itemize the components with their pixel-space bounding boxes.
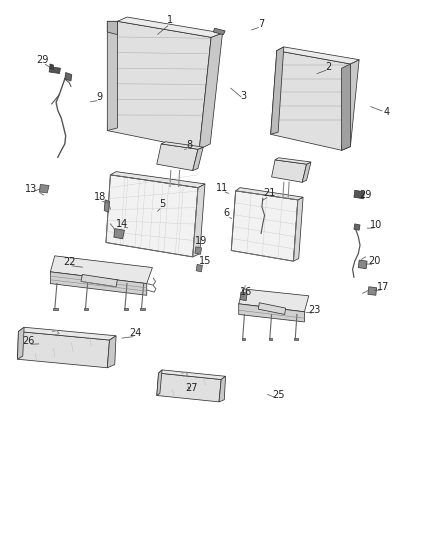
Text: 2: 2 <box>325 62 332 71</box>
Polygon shape <box>239 289 309 312</box>
Text: 27: 27 <box>186 383 198 393</box>
Polygon shape <box>107 21 117 131</box>
Polygon shape <box>161 142 203 149</box>
Polygon shape <box>271 51 350 150</box>
Polygon shape <box>50 272 147 295</box>
Text: 7: 7 <box>258 19 264 29</box>
Polygon shape <box>193 184 205 257</box>
Polygon shape <box>239 304 304 322</box>
Text: 14: 14 <box>116 219 128 229</box>
Polygon shape <box>81 274 117 287</box>
Text: 4: 4 <box>383 107 389 117</box>
Polygon shape <box>50 256 152 284</box>
Polygon shape <box>242 338 245 340</box>
Polygon shape <box>271 47 284 134</box>
Text: 9: 9 <box>97 92 103 102</box>
Polygon shape <box>106 175 198 257</box>
Polygon shape <box>124 308 128 310</box>
Polygon shape <box>18 327 24 359</box>
Text: 21: 21 <box>263 188 276 198</box>
Text: 26: 26 <box>22 336 35 346</box>
Text: 6: 6 <box>224 208 230 218</box>
Polygon shape <box>293 197 303 261</box>
Text: 3: 3 <box>240 91 246 101</box>
Polygon shape <box>354 190 364 199</box>
Polygon shape <box>107 21 211 149</box>
Text: 18: 18 <box>94 192 106 202</box>
Polygon shape <box>275 158 311 164</box>
Text: 17: 17 <box>377 282 389 292</box>
Polygon shape <box>18 332 109 368</box>
Polygon shape <box>50 64 53 69</box>
Polygon shape <box>157 144 198 171</box>
Text: 11: 11 <box>216 183 229 192</box>
Polygon shape <box>231 191 298 261</box>
Text: 29: 29 <box>360 190 372 199</box>
Polygon shape <box>114 229 124 239</box>
Polygon shape <box>236 188 303 200</box>
Text: 1: 1 <box>167 15 173 25</box>
Polygon shape <box>107 336 116 368</box>
Polygon shape <box>294 338 298 340</box>
Text: 24: 24 <box>130 328 142 338</box>
Polygon shape <box>195 247 201 254</box>
Text: 20: 20 <box>368 256 381 266</box>
Text: 8: 8 <box>186 140 192 150</box>
Text: 25: 25 <box>272 391 284 400</box>
Text: 23: 23 <box>308 305 321 315</box>
Polygon shape <box>18 327 116 340</box>
Text: 19: 19 <box>194 236 207 246</box>
Text: 10: 10 <box>370 220 382 230</box>
Polygon shape <box>302 162 311 182</box>
Polygon shape <box>342 60 359 150</box>
Polygon shape <box>53 308 58 310</box>
Polygon shape <box>258 303 286 314</box>
Polygon shape <box>358 260 367 269</box>
Polygon shape <box>199 33 223 149</box>
Polygon shape <box>193 147 203 171</box>
Polygon shape <box>213 28 225 35</box>
Text: 29: 29 <box>37 55 49 64</box>
Polygon shape <box>39 184 49 193</box>
Polygon shape <box>159 370 226 379</box>
Text: 13: 13 <box>25 184 38 194</box>
Text: 22: 22 <box>63 257 75 267</box>
Polygon shape <box>49 67 60 74</box>
Polygon shape <box>219 376 226 402</box>
Text: 16: 16 <box>240 287 252 297</box>
Polygon shape <box>84 308 88 310</box>
Text: 15: 15 <box>199 256 211 266</box>
Polygon shape <box>342 64 350 150</box>
Polygon shape <box>104 200 110 212</box>
Polygon shape <box>157 373 221 402</box>
Polygon shape <box>368 287 377 295</box>
Polygon shape <box>157 370 162 395</box>
Polygon shape <box>65 72 72 81</box>
Polygon shape <box>196 264 202 272</box>
Polygon shape <box>354 224 360 230</box>
Polygon shape <box>277 47 359 64</box>
Polygon shape <box>269 338 272 340</box>
Polygon shape <box>240 292 247 301</box>
Polygon shape <box>107 21 117 35</box>
Polygon shape <box>140 308 145 310</box>
Polygon shape <box>272 160 307 182</box>
Polygon shape <box>110 172 205 188</box>
Polygon shape <box>117 17 223 37</box>
Text: 5: 5 <box>159 199 165 208</box>
